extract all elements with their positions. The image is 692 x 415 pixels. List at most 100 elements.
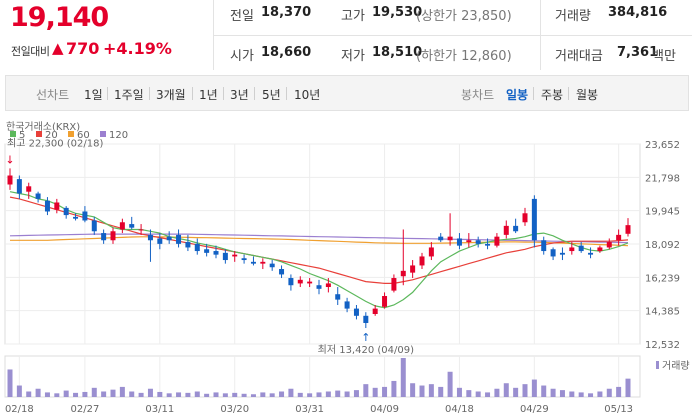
- period-3m[interactable]: 3개월: [156, 88, 186, 102]
- candle-chart-label: 봉차트: [461, 88, 495, 102]
- volume-legend-swatch: [656, 361, 659, 369]
- period-10y[interactable]: 10년: [294, 88, 321, 102]
- volume-bar: [110, 389, 116, 397]
- candle-body: [522, 213, 528, 223]
- line-chart-label: 선차트: [36, 88, 70, 102]
- x-tick-label: 05/13: [604, 404, 633, 415]
- candle-body: [44, 200, 50, 212]
- volume-bar: [522, 384, 528, 397]
- toolbar-divider: [223, 87, 224, 100]
- up-arrow-icon: ↑: [361, 331, 370, 344]
- volume-bar: [82, 391, 88, 397]
- volume-bar: [129, 391, 135, 397]
- period-1y[interactable]: 1년: [199, 88, 218, 102]
- candle-monthly[interactable]: 월봉: [576, 88, 599, 102]
- candle-body: [297, 279, 303, 284]
- period-1w[interactable]: 1주일: [114, 88, 144, 102]
- candle-body: [597, 247, 603, 252]
- toolbar-divider: [286, 87, 287, 100]
- candle-body: [353, 308, 359, 316]
- period-1d[interactable]: 1일: [84, 88, 103, 102]
- candle-body: [447, 236, 453, 241]
- volume-bar: [316, 392, 322, 397]
- volume-bar: [475, 391, 481, 397]
- candle-body: [269, 263, 275, 268]
- volume-bar: [269, 393, 275, 397]
- candle-body: [335, 294, 341, 300]
- change-value: 770: [66, 39, 100, 58]
- toolbar-divider: [254, 87, 255, 100]
- candle-body: [157, 238, 163, 244]
- volume-bar: [513, 387, 519, 397]
- volume-bar: [466, 390, 472, 397]
- candle-body: [166, 236, 172, 241]
- volume-bar: [288, 388, 294, 397]
- chart-toolbar: 선차트 1일 1주일 3개월 1년 3년 5년 10년 봉차트 일봉 주봉 월봉: [5, 75, 689, 111]
- ma20-line: [9, 196, 629, 284]
- candle-body: [54, 202, 60, 210]
- legend-label: 5: [19, 130, 25, 141]
- high-label: 고가: [341, 9, 365, 24]
- volume-bar: [250, 394, 256, 397]
- candle-body: [569, 247, 575, 252]
- volume-bar: [569, 391, 575, 397]
- legend-swatch: [10, 131, 16, 137]
- x-tick-label: 04/09: [370, 404, 399, 415]
- candle-body: [82, 211, 88, 221]
- candle-body: [129, 224, 135, 228]
- amount-unit: 백만: [652, 49, 676, 64]
- volume-bar: [400, 358, 406, 397]
- volume-bar: [456, 387, 462, 397]
- legend-label: 60: [77, 130, 90, 141]
- candle-body: [316, 285, 322, 289]
- open-label: 시가: [230, 49, 254, 64]
- legend-swatch: [100, 131, 106, 137]
- volume-bar: [363, 384, 369, 397]
- volume-bar: [353, 390, 359, 397]
- volume-bar: [391, 380, 397, 397]
- candle-body: [7, 175, 13, 185]
- volume-bar: [382, 386, 388, 397]
- volume-bar: [147, 388, 153, 397]
- candle-daily[interactable]: 일봉: [506, 88, 529, 102]
- lower-limit: (하한가 12,860): [416, 49, 512, 64]
- y-tick-label: 16,239: [645, 273, 680, 284]
- volume-bar: [606, 388, 612, 397]
- high-annotation: 최고 22,300 (02/18): [7, 137, 103, 149]
- candle-body: [363, 315, 369, 323]
- period-5y[interactable]: 5년: [262, 88, 281, 102]
- candle-body: [204, 249, 210, 253]
- change-rate: +4.19%: [103, 39, 172, 58]
- volume-bar: [625, 378, 631, 397]
- period-3y[interactable]: 3년: [230, 88, 249, 102]
- up-arrow-icon: ▲: [52, 39, 64, 57]
- volume-bar: [54, 393, 60, 397]
- prev-close-value: 18,370: [261, 5, 312, 20]
- candle-body: [288, 278, 294, 286]
- candle-body: [35, 193, 41, 199]
- candle-weekly[interactable]: 주봉: [541, 88, 564, 102]
- volume-bar: [26, 391, 32, 397]
- candle-body: [400, 270, 406, 277]
- candle-body: [344, 301, 350, 309]
- volume-bar: [494, 388, 500, 397]
- candle-body: [559, 252, 565, 255]
- x-tick-label: 03/20: [220, 404, 249, 415]
- volume-bar: [73, 392, 79, 397]
- volume-bar: [16, 385, 22, 397]
- volume-bar: [588, 393, 594, 397]
- volume-bar: [372, 387, 378, 397]
- candle-body: [494, 236, 500, 246]
- candle-body: [372, 308, 378, 314]
- y-tick-label: 18,092: [645, 240, 680, 251]
- volume-bar: [531, 379, 537, 397]
- candle-body: [578, 245, 584, 252]
- legend-label: 120: [109, 130, 128, 141]
- candle-body: [222, 252, 228, 261]
- amount-value: 7,361: [617, 45, 659, 60]
- candle-body: [438, 236, 444, 241]
- candle-body: [307, 281, 313, 284]
- volume-bar: [241, 393, 247, 397]
- volume-bar: [419, 385, 425, 397]
- candle-body: [119, 222, 125, 230]
